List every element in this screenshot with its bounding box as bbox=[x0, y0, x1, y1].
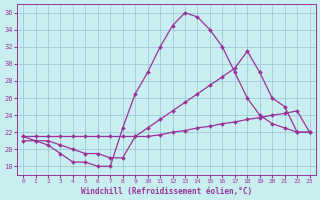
X-axis label: Windchill (Refroidissement éolien,°C): Windchill (Refroidissement éolien,°C) bbox=[81, 187, 252, 196]
